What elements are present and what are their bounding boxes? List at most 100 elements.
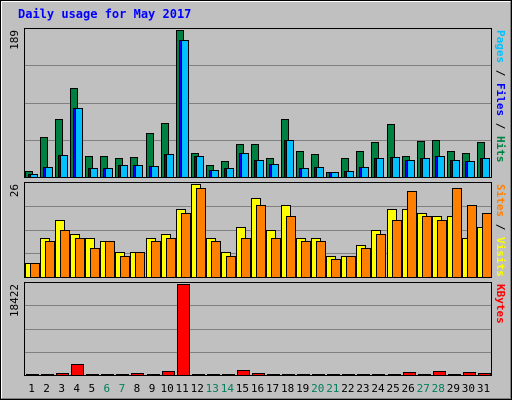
bar-kbytes-day-9 — [147, 374, 160, 376]
bar-kbytes-day-11 — [177, 284, 190, 376]
x-tick-label-day-2: 2 — [43, 382, 50, 395]
bar-pages-day-10 — [166, 154, 174, 178]
x-tick-label-day-28: 28 — [432, 382, 445, 395]
bar-sites-day-13 — [211, 241, 221, 278]
panel-hits-files-pages: 189 Pages / Files / Hits — [8, 28, 507, 178]
bar-kbytes-day-17 — [267, 374, 280, 376]
bar-sites-day-22 — [346, 256, 356, 278]
bar-kbytes-day-13 — [207, 374, 220, 376]
x-axis-labels: 1 2 3 4 5 6 7 8 9 10 11 12 13 14 15 16 17 18 19 20 21 22 23 24 2… — [28, 382, 490, 395]
x-tick-label-day-5: 5 — [88, 382, 95, 395]
x-tick-label-day-26: 26 — [402, 382, 415, 395]
x-tick-label-day-27: 27 — [417, 382, 430, 395]
bar-sites-day-18 — [286, 216, 296, 278]
bar-kbytes-day-2 — [41, 374, 54, 376]
bar-kbytes-day-8 — [131, 373, 144, 376]
right-label-kbytes: KBytes — [494, 284, 507, 324]
bar-pages-day-20 — [316, 167, 324, 178]
bar-sites-day-4 — [75, 238, 85, 278]
bar-sites-day-23 — [361, 248, 371, 278]
x-tick-label-day-23: 23 — [356, 382, 369, 395]
bar-pages-day-18 — [286, 140, 294, 178]
chart-title: Daily usage for May 2017 — [18, 7, 191, 21]
bar-sites-day-31 — [482, 213, 492, 278]
x-tick-label-day-8: 8 — [134, 382, 141, 395]
bar-pages-day-1 — [30, 174, 38, 178]
bar-kbytes-day-19 — [297, 374, 310, 376]
bar-kbytes-day-24 — [372, 374, 385, 376]
bar-sites-day-5 — [90, 248, 100, 278]
x-tick-label-day-14: 14 — [221, 382, 235, 395]
right-label-part-hits-files-pages-3: / — [494, 116, 507, 136]
bar-kbytes-day-6 — [101, 374, 114, 376]
x-tick-label-day-22: 22 — [341, 382, 354, 395]
bar-pages-day-6 — [105, 168, 113, 178]
right-label-part-hits-files-pages-1: / — [494, 63, 507, 83]
chart-panels: 189 Pages / Files / Hits 26 Sites / Visits 1… — [8, 28, 507, 376]
bar-pages-day-16 — [256, 160, 264, 178]
bar-pages-day-2 — [45, 167, 53, 178]
bar-pages-day-21 — [331, 172, 339, 178]
bar-pages-day-19 — [301, 168, 309, 178]
bar-sites-day-8 — [135, 252, 145, 278]
bar-pages-day-22 — [346, 171, 354, 178]
bar-kbytes-day-30 — [463, 372, 476, 376]
x-tick-label-day-31: 31 — [477, 382, 490, 395]
bar-kbytes-day-16 — [252, 373, 265, 376]
bar-pages-day-3 — [60, 155, 68, 178]
bar-sites-day-12 — [196, 188, 206, 278]
bar-sites-day-3 — [60, 230, 70, 278]
bar-sites-day-15 — [241, 238, 251, 278]
bar-kbytes-day-3 — [56, 373, 69, 376]
bar-kbytes-day-18 — [282, 374, 295, 376]
bar-sites-day-10 — [166, 238, 176, 278]
bar-sites-day-6 — [105, 241, 115, 278]
bar-pages-day-7 — [120, 165, 128, 178]
bar-sites-day-11 — [181, 213, 191, 278]
bar-pages-day-30 — [467, 161, 475, 178]
bar-pages-day-17 — [271, 164, 279, 178]
bar-kbytes-day-31 — [478, 373, 491, 376]
right-label-part-visits-sites-1: / — [494, 217, 507, 237]
bar-pages-day-9 — [151, 166, 159, 178]
right-label-part-visits-sites-0: Sites — [494, 184, 507, 217]
x-tick-label-day-9: 9 — [149, 382, 156, 395]
x-tick-label-day-24: 24 — [371, 382, 385, 395]
bar-sites-day-19 — [301, 241, 311, 278]
bar-sites-day-20 — [316, 241, 326, 278]
x-tick-label-day-1: 1 — [28, 382, 35, 395]
x-tick-label-day-6: 6 — [104, 382, 111, 395]
y-max-label-visits-sites: 26 — [8, 184, 21, 197]
bar-pages-day-11 — [181, 40, 189, 178]
y-max-label-kbytes: 18422 — [8, 284, 21, 317]
bar-sites-day-17 — [271, 238, 281, 278]
right-label-part-hits-files-pages-4: Hits — [494, 136, 507, 163]
bar-pages-day-13 — [211, 170, 219, 178]
x-tick-label-day-4: 4 — [73, 382, 80, 395]
bar-pages-day-26 — [407, 160, 415, 178]
right-label-visits-sites: Sites / Visits — [494, 184, 507, 277]
x-tick-label-day-10: 10 — [160, 382, 173, 395]
bar-sites-day-14 — [226, 256, 236, 278]
bar-sites-day-1 — [30, 263, 40, 278]
bar-kbytes-day-22 — [342, 374, 355, 376]
x-tick-label-day-11: 11 — [176, 382, 189, 395]
bar-sites-day-29 — [452, 188, 462, 278]
bar-sites-day-25 — [392, 220, 402, 278]
bar-kbytes-day-21 — [327, 374, 340, 376]
bar-kbytes-day-5 — [86, 374, 99, 376]
bar-kbytes-day-20 — [312, 374, 325, 376]
bar-sites-day-28 — [437, 220, 447, 278]
bar-pages-day-24 — [376, 158, 384, 178]
bar-pages-day-27 — [422, 158, 430, 178]
bar-sites-day-27 — [422, 216, 432, 278]
right-label-part-hits-files-pages-2: Files — [494, 83, 507, 116]
bar-kbytes-day-28 — [433, 371, 446, 376]
panel-visits-sites: 26 Sites / Visits — [8, 182, 507, 278]
bar-pages-day-14 — [226, 168, 234, 178]
right-label-part-hits-files-pages-0: Pages — [494, 30, 507, 63]
bar-sites-day-9 — [151, 241, 161, 278]
bar-kbytes-day-27 — [418, 374, 431, 376]
bar-kbytes-day-14 — [222, 374, 235, 376]
